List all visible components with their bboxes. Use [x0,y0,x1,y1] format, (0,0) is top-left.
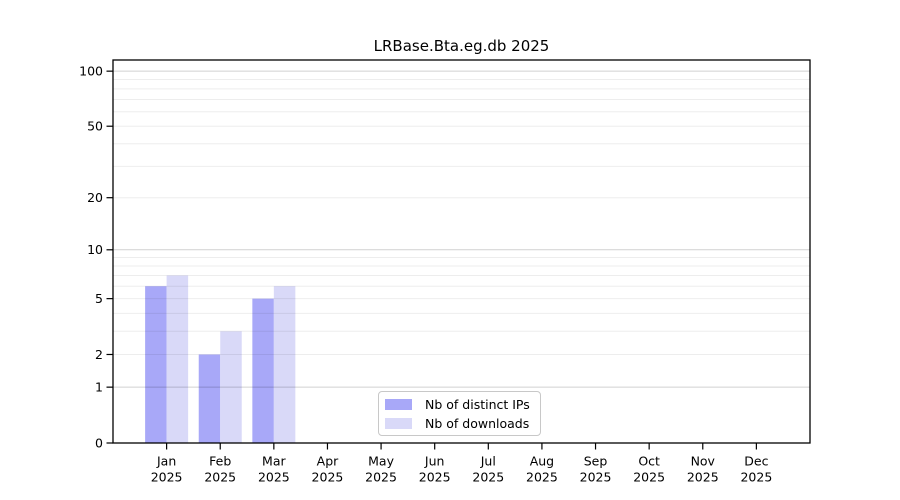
x-tick-label-year-may: 2025 [365,470,397,485]
legend-label-distinct-ips: Nb of distinct IPs [425,396,530,412]
x-tick-label-year-aug: 2025 [526,470,558,485]
x-tick-label-month-jun: Jun [424,454,445,469]
x-tick-label-month-may: May [368,454,394,469]
y-tick-label-100: 100 [79,63,103,78]
legend-swatch-downloads-icon [385,417,412,429]
x-tick-label-month-mar: Mar [262,454,286,469]
x-tick-label-month-feb: Feb [209,454,231,469]
legend-label-downloads: Nb of downloads [425,415,530,431]
bar-downloads-mar [273,286,296,443]
bar-downloads-jan [166,275,189,443]
y-tick-label-1: 1 [95,379,103,394]
x-tick-label-month-jul: Jul [480,454,496,469]
x-tick-label-year-sep: 2025 [580,470,612,485]
legend-item-distinct-ips: Nb of distinct IPs [385,396,532,412]
x-tick-label-year-apr: 2025 [312,470,344,485]
legend: Nb of distinct IPs Nb of downloads [378,391,541,436]
x-tick-label-month-jan: Jan [156,454,176,469]
x-tick-label-year-oct: 2025 [633,470,665,485]
x-tick-label-month-apr: Apr [317,454,339,469]
x-tick-label-month-aug: Aug [530,454,554,469]
y-tick-label-5: 5 [95,291,103,306]
x-tick-label-month-sep: Sep [584,454,608,469]
bar-distinct-ips-mar [252,298,274,443]
x-tick-label-year-nov: 2025 [687,470,719,485]
chart-title: LRBase.Bta.eg.db 2025 [373,37,550,55]
legend-swatch-distinct-ips-icon [385,398,412,410]
x-tick-label-month-dec: Dec [744,454,768,469]
x-tick-label-year-feb: 2025 [204,470,236,485]
axis-frame [112,59,811,444]
x-tick-label-year-jan: 2025 [151,470,183,485]
y-tick-label-50: 50 [87,119,103,134]
x-tick-label-year-dec: 2025 [740,470,772,485]
y-tick-label-10: 10 [87,242,103,257]
legend-item-downloads: Nb of downloads [385,415,532,431]
x-tick-label-year-mar: 2025 [258,470,290,485]
x-tick-label-year-jun: 2025 [419,470,451,485]
bar-downloads-feb [220,331,242,443]
bar-distinct-ips-jan [145,286,167,443]
y-tick-label-0: 0 [95,435,103,450]
y-tick-label-2: 2 [95,347,103,362]
bar-distinct-ips-feb [198,354,221,443]
x-tick-label-month-oct: Oct [638,454,660,469]
x-tick-label-year-jul: 2025 [472,470,504,485]
y-tick-label-20: 20 [87,190,103,205]
x-tick-label-month-nov: Nov [691,454,716,469]
